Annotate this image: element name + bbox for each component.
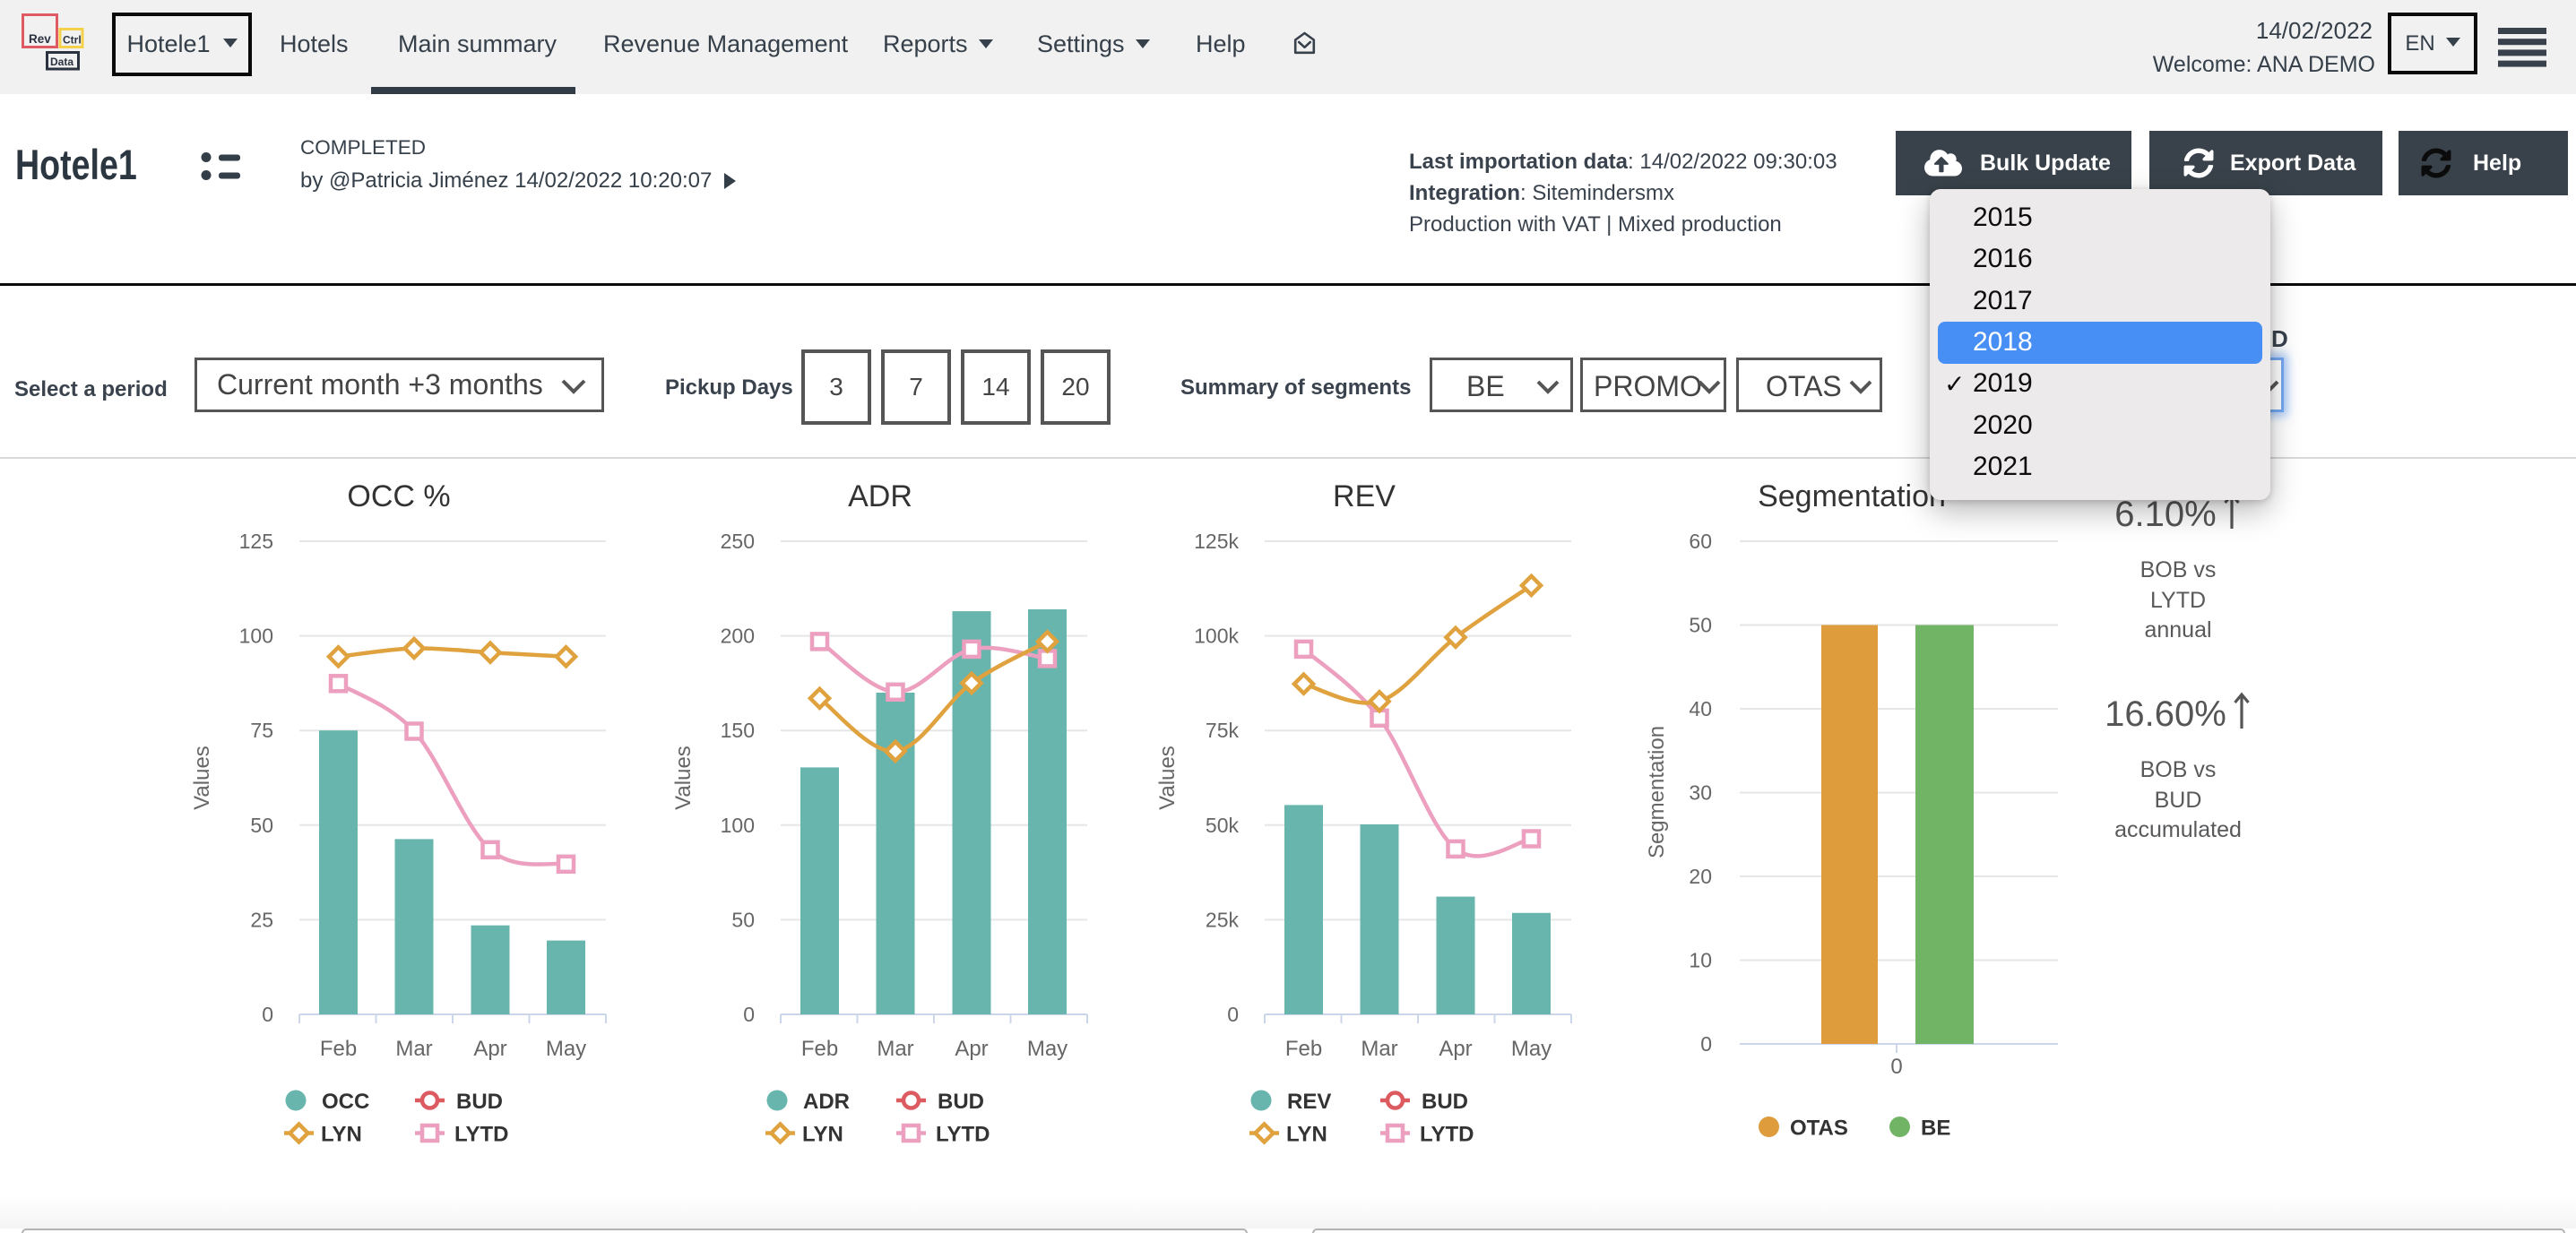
svg-text:Data: Data xyxy=(50,56,73,68)
svg-text:200: 200 xyxy=(721,625,755,648)
svg-text:20: 20 xyxy=(1689,865,1712,888)
svg-text:OTAS: OTAS xyxy=(1790,1117,1848,1141)
svg-text:May: May xyxy=(1511,1037,1552,1061)
svg-text:Feb: Feb xyxy=(1285,1037,1322,1061)
svg-text:OCC %: OCC % xyxy=(347,479,450,513)
svg-text:LYN: LYN xyxy=(1286,1123,1327,1147)
svg-text:May: May xyxy=(546,1037,586,1061)
svg-text:REV: REV xyxy=(1333,479,1396,513)
svg-text:Apr: Apr xyxy=(473,1037,506,1061)
svg-text:75k: 75k xyxy=(1206,719,1240,742)
svg-text:25k: 25k xyxy=(1206,908,1240,931)
svg-text:0: 0 xyxy=(1227,1003,1239,1026)
svg-text:BUD: BUD xyxy=(1422,1090,1468,1114)
svg-text:Ctrl: Ctrl xyxy=(63,34,82,47)
svg-text:50: 50 xyxy=(250,814,273,837)
svg-text:60: 60 xyxy=(1689,530,1712,553)
svg-text:Values: Values xyxy=(671,746,696,810)
svg-text:100: 100 xyxy=(239,625,273,648)
svg-text:REV: REV xyxy=(1287,1090,1331,1114)
svg-text:ADR: ADR xyxy=(848,479,912,513)
svg-text:LYTD: LYTD xyxy=(454,1123,508,1147)
svg-text:LYN: LYN xyxy=(802,1123,843,1147)
svg-text:May: May xyxy=(1027,1037,1068,1061)
svg-text:100k: 100k xyxy=(1194,625,1239,648)
svg-text:0: 0 xyxy=(743,1003,755,1026)
svg-text:10: 10 xyxy=(1689,949,1712,972)
svg-text:ADR: ADR xyxy=(803,1090,850,1114)
svg-text:50k: 50k xyxy=(1206,814,1240,837)
svg-text:Mar: Mar xyxy=(1361,1037,1397,1061)
svg-text:100: 100 xyxy=(721,814,755,837)
svg-text:OCC: OCC xyxy=(322,1090,369,1114)
svg-text:0: 0 xyxy=(1700,1032,1712,1056)
svg-text:40: 40 xyxy=(1689,697,1712,720)
svg-text:75: 75 xyxy=(250,719,273,742)
svg-text:Apr: Apr xyxy=(955,1037,988,1061)
svg-text:Segmentation: Segmentation xyxy=(1758,479,1946,513)
svg-text:LYN: LYN xyxy=(321,1123,362,1147)
svg-text:BE: BE xyxy=(1921,1117,1950,1141)
svg-text:0: 0 xyxy=(1890,1055,1902,1079)
svg-text:BUD: BUD xyxy=(456,1090,503,1114)
svg-text:Feb: Feb xyxy=(320,1037,357,1061)
svg-text:250: 250 xyxy=(721,530,755,553)
svg-text:Mar: Mar xyxy=(395,1037,432,1061)
svg-text:30: 30 xyxy=(1689,781,1712,805)
svg-text:LYTD: LYTD xyxy=(936,1123,990,1147)
svg-text:50: 50 xyxy=(731,908,755,931)
svg-text:Feb: Feb xyxy=(801,1037,838,1061)
svg-text:Mar: Mar xyxy=(877,1037,913,1061)
svg-text:BUD: BUD xyxy=(938,1090,984,1114)
svg-text:Segmentation: Segmentation xyxy=(1645,726,1669,858)
svg-text:Values: Values xyxy=(1155,746,1180,810)
svg-text:125k: 125k xyxy=(1194,530,1239,553)
svg-text:25: 25 xyxy=(250,908,273,931)
svg-text:50: 50 xyxy=(1689,614,1712,637)
svg-text:LYTD: LYTD xyxy=(1420,1123,1474,1147)
svg-text:Apr: Apr xyxy=(1439,1037,1472,1061)
svg-text:150: 150 xyxy=(721,719,755,742)
svg-text:Rev: Rev xyxy=(29,32,51,46)
svg-text:0: 0 xyxy=(262,1003,273,1026)
svg-text:Values: Values xyxy=(190,746,214,810)
svg-text:125: 125 xyxy=(239,530,273,553)
